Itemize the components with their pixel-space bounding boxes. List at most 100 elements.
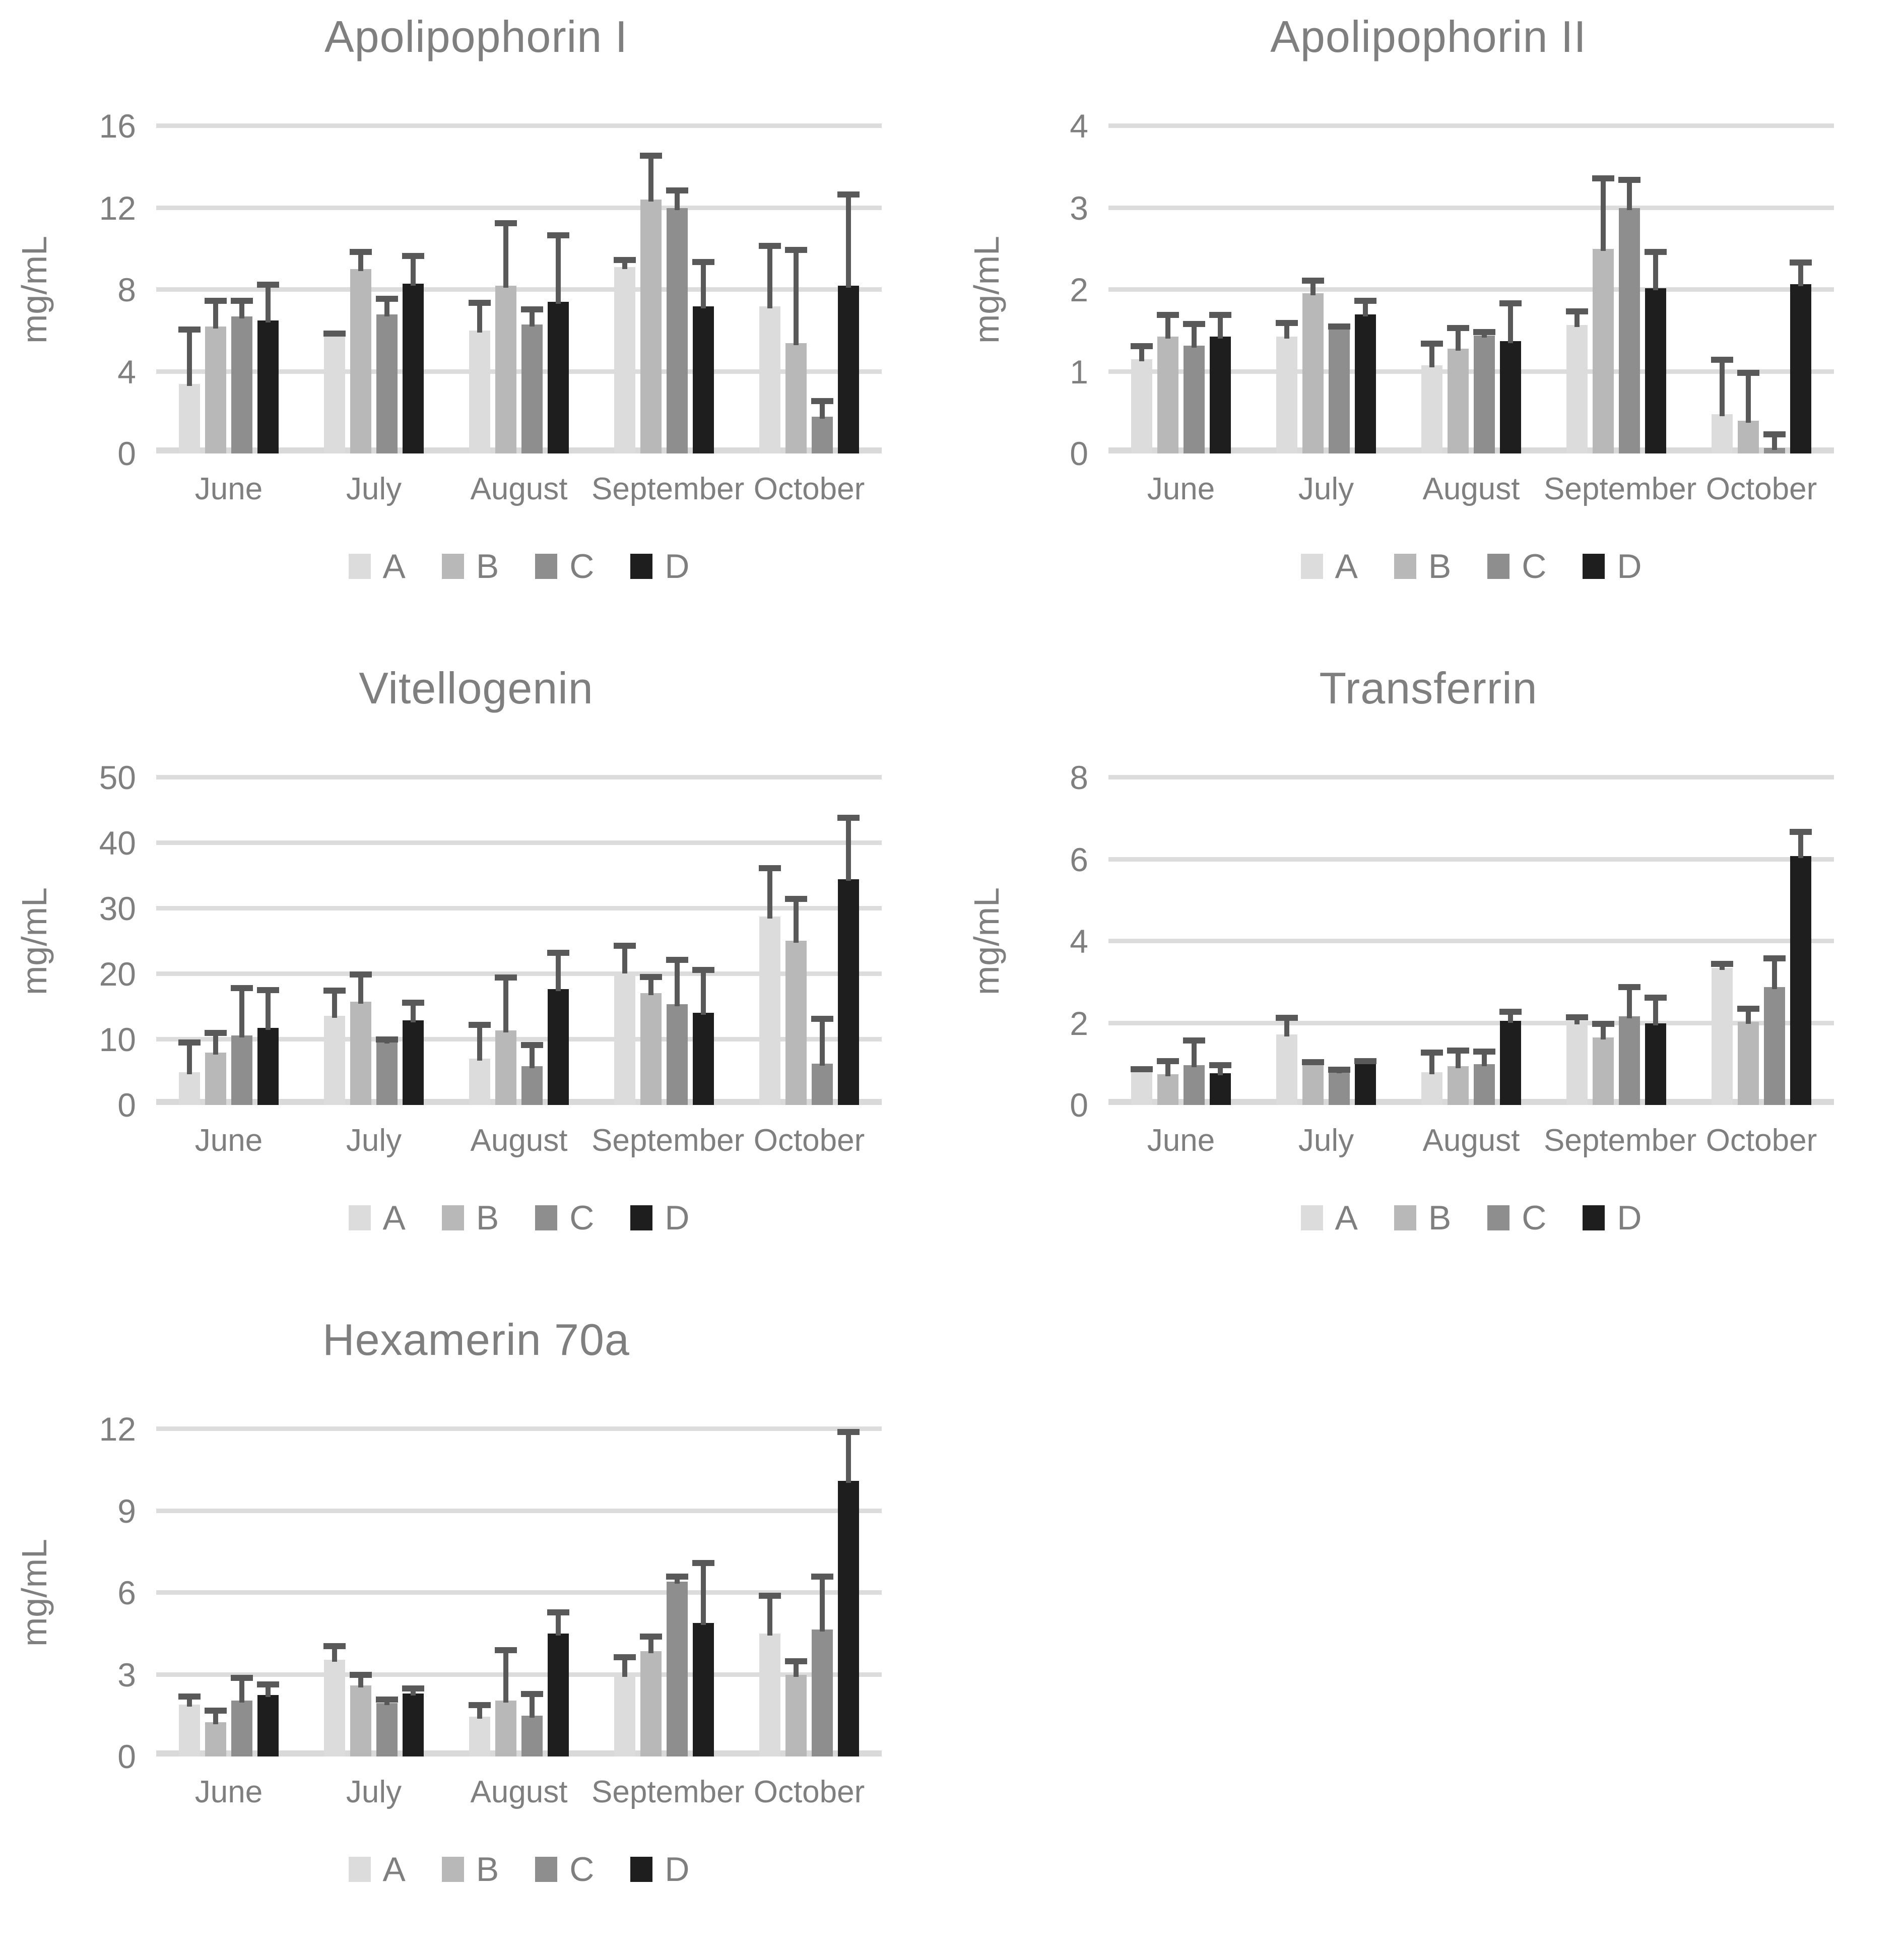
error-bar-cap <box>1763 431 1786 438</box>
bar-series-a <box>759 916 780 1105</box>
error-bar-cap <box>1183 1037 1205 1044</box>
legend-swatch-c <box>535 1857 558 1882</box>
bar-series-d <box>838 879 859 1105</box>
error-bar-cap <box>350 971 372 978</box>
error-bar-line <box>1627 176 1632 210</box>
bar-series-d <box>1790 284 1811 453</box>
error-bar-line <box>187 327 192 386</box>
category-label: June <box>1147 1123 1215 1158</box>
y-tick-label: 4 <box>1070 923 1088 960</box>
error-bar-line <box>358 248 363 272</box>
bar-series-c <box>231 1700 252 1756</box>
chart-title: Vitellogenin <box>359 663 594 713</box>
y-tick-label: 1 <box>1070 353 1088 390</box>
error-bar-cap <box>323 988 346 994</box>
legend-label: C <box>569 547 595 585</box>
error-bar-line <box>530 1042 535 1069</box>
error-bar-line <box>1165 1058 1170 1077</box>
bar-series-b <box>1738 421 1759 453</box>
error-bar-line <box>1720 357 1725 416</box>
category-label: July <box>1298 1123 1354 1158</box>
error-bar-cap <box>640 1634 662 1640</box>
legend-entry-c: C <box>1487 547 1546 586</box>
error-bar-cap <box>323 331 346 337</box>
bar-series-b <box>205 1053 226 1105</box>
legend-label: B <box>1428 547 1452 585</box>
error-bar-cap <box>837 1429 860 1435</box>
legend-label: B <box>476 1850 499 1888</box>
error-bar-line <box>622 1654 627 1677</box>
legend-swatch-c <box>535 554 558 579</box>
error-bar-line <box>648 974 653 995</box>
error-bar-line <box>213 1707 218 1725</box>
error-bar-cap <box>666 187 688 193</box>
chart-title: Transferrin <box>1319 663 1538 713</box>
category-label: October <box>1705 1123 1817 1158</box>
legend-label: A <box>382 1850 406 1888</box>
bar-series-a <box>1566 324 1588 453</box>
error-bar-line <box>846 191 851 288</box>
error-bar-cap <box>1473 1048 1495 1055</box>
error-bar-line <box>820 398 825 419</box>
gridline <box>156 123 882 128</box>
plot-area: 0 1 2 3 4 June July August September October <box>1070 107 1834 506</box>
error-bar-line <box>648 152 653 202</box>
empty-cell <box>952 1303 1904 1954</box>
legend-swatch-d <box>630 1205 653 1230</box>
legend-label: A <box>382 547 406 585</box>
plot-area: 0 10 20 30 40 50 June July August September Octobe… <box>99 759 882 1158</box>
error-bar-cap <box>402 252 424 259</box>
y-tick-label: 2 <box>1070 1004 1088 1042</box>
y-tick-label: 0 <box>117 1738 136 1775</box>
bar-series-d <box>693 306 714 453</box>
error-bar-cap <box>1763 955 1786 962</box>
error-bar-cap <box>1499 1009 1522 1015</box>
chart-title: Hexamerin 70a <box>322 1315 630 1364</box>
legend-entry-a: A <box>1300 1198 1358 1237</box>
plot-area: 0 4 8 12 16 June July August September October <box>99 107 882 506</box>
y-tick-label: 6 <box>1070 840 1088 878</box>
error-bar-line <box>556 1609 561 1636</box>
legend-swatch-d <box>1583 1205 1605 1230</box>
error-bar-cap <box>350 1672 372 1678</box>
error-bar-line <box>503 220 508 288</box>
error-bar-cap <box>547 232 569 239</box>
error-bar-line <box>1139 343 1144 362</box>
error-bar-cap <box>692 1560 714 1566</box>
bar-series-b <box>205 1722 226 1756</box>
category-label: September <box>592 1123 745 1158</box>
error-bar-line <box>1429 340 1434 367</box>
error-bar-line <box>1284 1015 1289 1037</box>
bar-series-c <box>1329 1071 1350 1105</box>
bar-series-b <box>1302 293 1324 453</box>
bar-series-a <box>324 333 345 453</box>
legend-entry-b: B <box>441 1850 499 1889</box>
gridline <box>1108 287 1834 292</box>
legend-entry-b: B <box>1394 547 1451 586</box>
error-bar-line <box>1218 1062 1223 1075</box>
y-tick-label: 12 <box>99 1410 136 1448</box>
error-bar-line <box>767 1593 772 1636</box>
legend-entry-c: C <box>1487 1198 1546 1237</box>
bar-series-c <box>1764 447 1785 453</box>
y-tick-label: 40 <box>99 824 136 862</box>
error-bar-line <box>503 974 508 1032</box>
bar-series-c <box>1184 345 1205 453</box>
bar-series-c <box>1619 208 1640 453</box>
bar-series-d <box>403 1020 424 1105</box>
bar-series-a <box>179 383 200 453</box>
legend: A B C D <box>156 1198 882 1237</box>
error-bar-line <box>266 281 271 322</box>
error-bar-cap <box>1711 357 1733 363</box>
category-label: August <box>1422 1123 1520 1158</box>
bar-series-d <box>838 1480 859 1756</box>
error-bar-cap <box>759 1593 781 1599</box>
error-bar-cap <box>402 999 424 1006</box>
error-bar-cap <box>614 257 636 263</box>
error-bar-line <box>820 1574 825 1632</box>
bar-series-b <box>350 1001 371 1105</box>
error-bar-cap <box>785 1658 807 1664</box>
bar-series-c <box>231 1035 252 1105</box>
legend-label: B <box>476 1199 499 1237</box>
legend: A B C D <box>1108 547 1834 586</box>
